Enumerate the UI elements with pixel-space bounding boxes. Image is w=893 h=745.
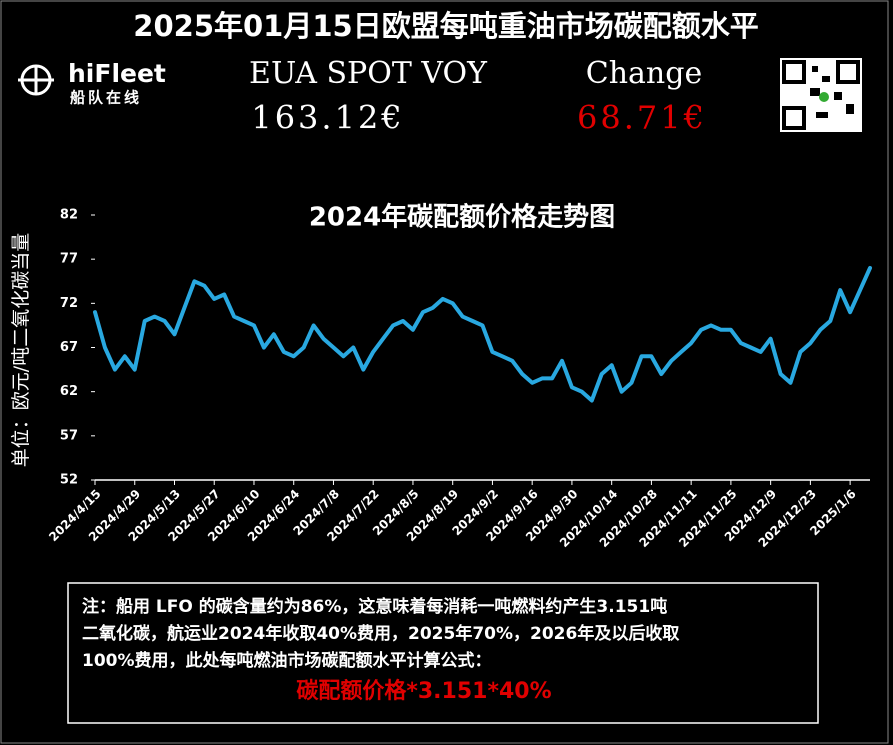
qr-corner bbox=[782, 106, 806, 130]
metric-value: 68.71€ bbox=[577, 99, 707, 137]
note-box bbox=[67, 582, 819, 724]
note-line: 二氧化碳，航运业2024年收取40%费用，2025年70%，2026年及以后收取 bbox=[82, 623, 679, 644]
metric-value: 163.12€ bbox=[251, 99, 404, 137]
logo: hiFleet 船队在线 bbox=[18, 59, 166, 107]
y-tick-label: 77 bbox=[60, 252, 78, 267]
title: 2025年01月15日欧盟每吨重油市场碳配额水平 bbox=[133, 9, 758, 43]
note-line: 注：船用 LFO 的碳含量约为86%，这意味着每消耗一吨燃料约产生3.151吨 bbox=[82, 596, 667, 617]
y-tick-label: 52 bbox=[60, 473, 78, 488]
qr-corner bbox=[782, 60, 806, 84]
qr-code bbox=[780, 58, 862, 132]
formula: 碳配额价格*3.151*40% bbox=[296, 678, 551, 704]
qr-dot bbox=[816, 112, 828, 118]
price-line bbox=[93, 266, 872, 403]
qr-dot bbox=[822, 76, 830, 82]
y-axis-label: 单位：欧元/吨二氧化碳当量 bbox=[10, 233, 32, 467]
qr-corner bbox=[836, 60, 860, 84]
y-tick-label: 82 bbox=[60, 208, 78, 223]
y-tick-label: 72 bbox=[60, 296, 78, 311]
brand: hiFleet bbox=[68, 59, 166, 88]
note-line: 100%费用，此处每吨燃油市场碳配额水平计算公式： bbox=[82, 650, 492, 671]
metric-label: Change bbox=[586, 56, 702, 91]
qr-icon bbox=[819, 92, 829, 102]
chart-title: 2024年碳配额价格走势图 bbox=[309, 202, 615, 233]
qr-dot bbox=[810, 88, 820, 96]
qr-dot bbox=[834, 92, 842, 100]
y-tick-label: 67 bbox=[60, 340, 78, 355]
qr-dot bbox=[846, 104, 854, 114]
metric-label: EUA SPOT VOY bbox=[249, 56, 488, 91]
y-tick-label: 62 bbox=[60, 384, 78, 399]
brand-sub: 船队在线 bbox=[70, 89, 142, 107]
qr-dot bbox=[812, 66, 818, 72]
y-tick-label: 57 bbox=[60, 428, 78, 443]
